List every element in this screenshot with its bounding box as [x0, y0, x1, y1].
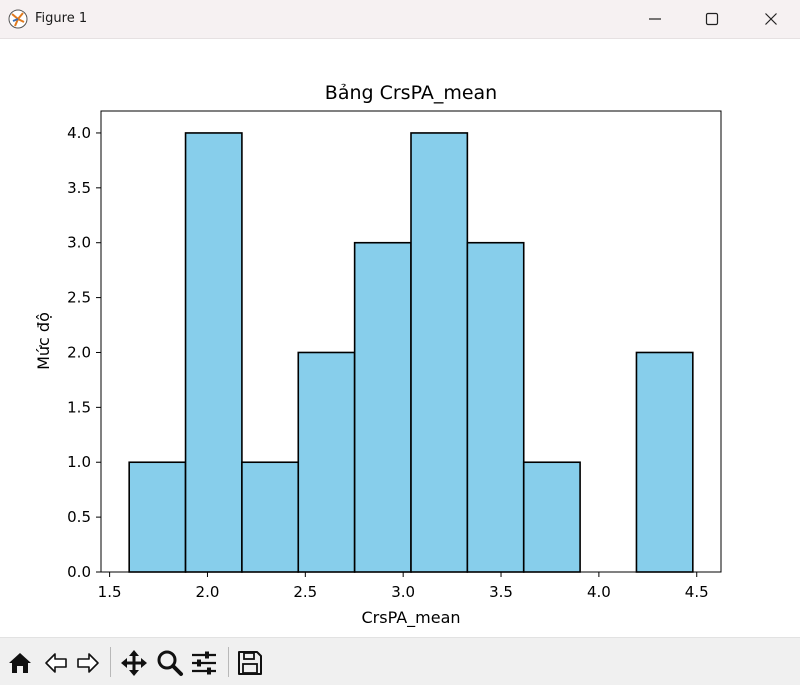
y-axis-ticks: 0.0 0.5 1.0 1.5 2.0 2.5 3.0 3.5 4.0	[67, 124, 101, 581]
histogram-bar	[410, 132, 469, 573]
forward-button[interactable]	[73, 648, 103, 678]
histogram-bar	[466, 241, 525, 573]
y-tick-label: 0.5	[67, 508, 91, 526]
y-tick-label: 2.0	[67, 343, 91, 361]
histogram-bar	[353, 241, 412, 573]
minimize-icon	[649, 18, 661, 20]
y-tick-label: 0.0	[67, 563, 91, 581]
histogram-bar	[635, 351, 694, 573]
x-tick-label: 1.5	[98, 583, 122, 601]
matplotlib-app-icon	[8, 9, 28, 29]
forward-arrow-icon	[77, 653, 99, 673]
chart-title: Bảng CrsPA_mean	[325, 82, 497, 104]
x-tick-label: 3.0	[391, 583, 415, 601]
x-tick-label: 3.5	[489, 583, 513, 601]
save-button[interactable]	[235, 648, 265, 678]
histogram-bar	[522, 461, 581, 573]
x-tick-label: 4.5	[685, 583, 709, 601]
close-icon	[765, 13, 777, 25]
back-button[interactable]	[41, 648, 71, 678]
x-axis-ticks: 1.5 2.0 2.5 3.0 3.5 4.0 4.5	[98, 572, 709, 601]
configure-subplots-button[interactable]	[189, 648, 219, 678]
maximize-button[interactable]	[683, 0, 741, 38]
x-tick-label: 2.5	[293, 583, 317, 601]
histogram-bar	[241, 461, 300, 573]
histogram-bar	[184, 132, 243, 573]
back-arrow-icon	[45, 653, 67, 673]
histogram-chart: Bảng CrsPA_mean 1.5 2.0 2.5 3.0 3.5 4.0 4.5 0.…	[34, 82, 722, 628]
toolbar-separator	[228, 647, 229, 677]
histogram-bar	[128, 461, 187, 573]
toolbar-separator	[110, 647, 111, 677]
y-tick-label: 3.5	[67, 179, 91, 197]
y-tick-label: 1.5	[67, 398, 91, 416]
maximize-icon	[705, 12, 719, 26]
home-button[interactable]	[5, 648, 35, 678]
zoom-button[interactable]	[155, 648, 185, 678]
y-tick-label: 4.0	[67, 124, 91, 142]
x-tick-label: 4.0	[587, 583, 611, 601]
x-tick-label: 2.0	[196, 583, 220, 601]
title-bar: Figure 1	[0, 0, 800, 39]
pan-icon	[121, 650, 147, 676]
zoom-icon	[157, 650, 183, 676]
configure-subplots-icon	[192, 651, 216, 675]
axes-frame	[100, 110, 722, 573]
bars-group	[128, 132, 694, 573]
y-tick-label: 3.0	[67, 234, 91, 252]
home-icon	[9, 653, 31, 673]
figure-canvas: Bảng CrsPA_mean 1.5 2.0 2.5 3.0 3.5 4.0 4.5 0.…	[0, 39, 800, 637]
histogram-bar	[297, 351, 356, 573]
pan-button[interactable]	[119, 648, 149, 678]
x-axis-label: CrsPA_mean	[361, 608, 460, 628]
y-tick-label: 2.5	[67, 289, 91, 307]
close-button[interactable]	[742, 0, 800, 38]
save-icon	[238, 651, 262, 675]
window-title: Figure 1	[35, 11, 88, 26]
navigation-toolbar	[0, 637, 800, 685]
minimize-button[interactable]	[626, 0, 684, 38]
y-tick-label: 1.0	[67, 453, 91, 471]
y-axis-label: Mức độ	[34, 312, 53, 370]
